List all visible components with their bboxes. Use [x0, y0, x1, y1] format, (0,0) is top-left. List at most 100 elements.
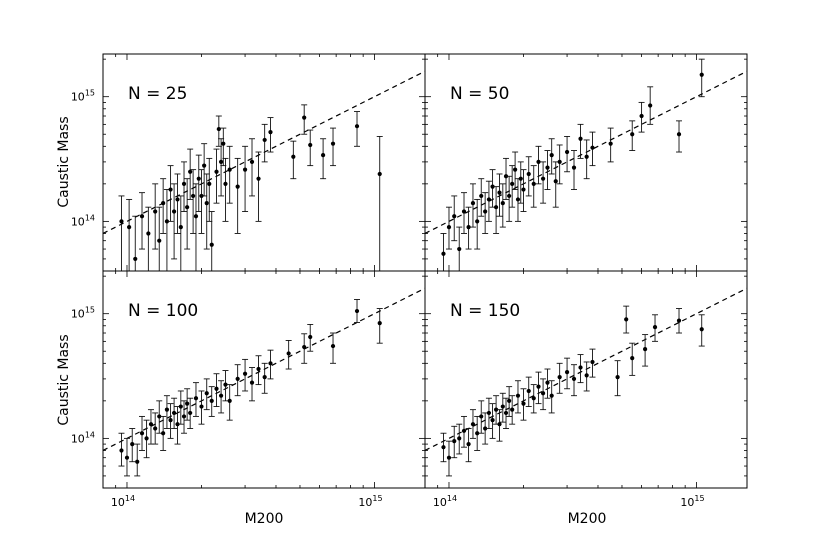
data-point	[629, 120, 636, 151]
marker	[302, 115, 307, 120]
data-point	[208, 386, 215, 417]
marker	[446, 224, 452, 230]
marker	[262, 375, 267, 380]
data-point	[226, 384, 233, 421]
marker	[161, 431, 166, 436]
marker	[521, 401, 526, 406]
marker	[486, 410, 492, 416]
data-point	[126, 198, 133, 271]
marker	[302, 344, 307, 350]
marker	[490, 184, 495, 189]
marker	[235, 184, 240, 189]
reference-line	[425, 70, 747, 235]
data-point	[147, 409, 154, 445]
data-point	[242, 358, 249, 392]
marker	[479, 414, 484, 419]
reference-line	[425, 287, 747, 452]
data-point	[143, 419, 150, 459]
data-point	[132, 215, 139, 271]
marker	[699, 327, 704, 332]
data-point	[530, 384, 537, 414]
marker	[146, 231, 151, 236]
data-point	[485, 397, 492, 429]
marker	[446, 455, 452, 460]
marker	[553, 179, 558, 184]
data-point	[499, 183, 506, 228]
marker	[209, 242, 214, 247]
data-point	[496, 173, 503, 217]
marker	[144, 436, 149, 441]
marker	[466, 224, 471, 230]
data-point	[184, 178, 191, 250]
data-point	[129, 428, 136, 463]
data-point	[499, 392, 506, 423]
data-point	[218, 380, 225, 414]
marker	[457, 436, 462, 441]
marker	[515, 197, 521, 202]
plot-area	[103, 287, 425, 477]
marker	[157, 238, 162, 243]
marker	[571, 165, 577, 170]
data-point	[376, 135, 383, 271]
data-point	[607, 127, 614, 163]
data-point	[152, 412, 159, 445]
marker	[564, 149, 570, 155]
marker	[615, 375, 620, 380]
data-point	[301, 104, 308, 135]
data-point	[469, 183, 476, 228]
marker	[584, 154, 589, 159]
data-point	[509, 165, 516, 208]
data-point	[478, 178, 485, 217]
marker	[171, 410, 177, 416]
marker	[493, 407, 499, 412]
marker	[164, 219, 170, 224]
marker	[441, 251, 446, 256]
data-point	[213, 373, 220, 408]
panel-annotation: N = 50	[450, 84, 509, 104]
marker	[452, 214, 457, 219]
data-point	[589, 131, 596, 167]
data-point	[564, 357, 571, 390]
data-point	[192, 382, 199, 417]
marker	[354, 308, 360, 314]
marker	[148, 422, 154, 427]
data-point	[530, 165, 537, 208]
marker	[652, 325, 658, 330]
marker	[507, 193, 512, 199]
marker	[503, 174, 509, 179]
data-point	[456, 226, 463, 271]
marker	[483, 209, 488, 214]
data-point	[482, 192, 489, 234]
marker	[235, 376, 240, 381]
marker	[188, 169, 193, 174]
data-point	[520, 388, 527, 421]
data-point	[156, 206, 163, 271]
plot-area	[425, 287, 747, 477]
data-point	[465, 428, 472, 463]
marker	[526, 171, 531, 177]
marker	[497, 422, 502, 427]
marker	[268, 130, 273, 135]
data-point	[465, 206, 472, 250]
marker	[153, 209, 158, 214]
x-tick-label: 1015	[680, 494, 704, 509]
data-point	[544, 368, 551, 399]
data-point	[629, 342, 636, 376]
marker	[204, 391, 209, 396]
marker	[557, 159, 562, 164]
data-point	[583, 139, 590, 180]
marker	[119, 448, 124, 453]
marker	[507, 398, 512, 403]
reference-line	[103, 287, 425, 452]
marker	[486, 197, 492, 202]
data-point	[642, 334, 649, 367]
data-point	[167, 403, 174, 439]
marker	[130, 441, 135, 447]
data-point	[261, 362, 268, 394]
marker	[157, 414, 162, 419]
marker	[223, 181, 228, 186]
data-point	[493, 186, 500, 234]
data-point	[509, 395, 516, 425]
marker	[377, 321, 382, 326]
data-point	[461, 192, 468, 234]
